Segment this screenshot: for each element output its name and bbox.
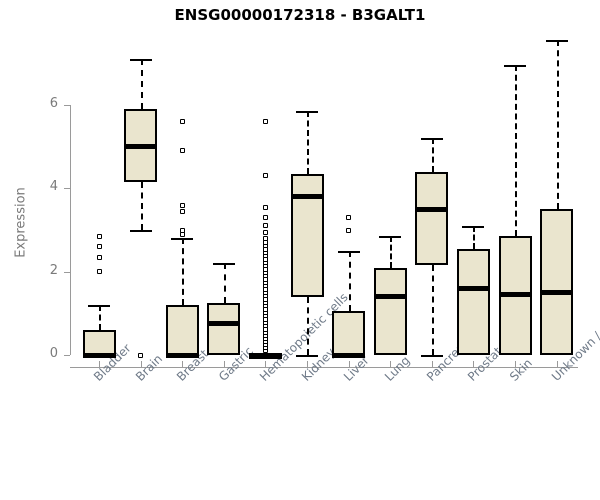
x-tick xyxy=(182,361,184,367)
box-iqr xyxy=(165,305,199,355)
whisker-upper xyxy=(431,138,434,172)
outlier-point xyxy=(262,204,268,210)
median-line xyxy=(540,290,574,295)
y-tick xyxy=(64,355,70,356)
outlier-point xyxy=(346,215,352,220)
outlier-point xyxy=(179,208,185,214)
outlier-point xyxy=(96,269,102,275)
y-tick-label: 2 xyxy=(49,262,58,278)
box-iqr xyxy=(373,267,407,355)
whisker-cap-upper xyxy=(88,305,110,307)
whisker-upper xyxy=(348,250,351,312)
whisker-upper xyxy=(390,236,393,268)
median-line xyxy=(165,352,199,358)
whisker-upper xyxy=(307,111,309,174)
outlier-point xyxy=(346,227,352,233)
median-line xyxy=(456,285,490,291)
whisker-cap-upper xyxy=(379,236,402,239)
y-tick-label: 4 xyxy=(49,179,58,195)
y-axis-line xyxy=(70,105,71,355)
whisker-cap-upper xyxy=(296,111,318,114)
whisker-cap-upper xyxy=(545,40,568,43)
whisker-cap-lower xyxy=(420,355,443,357)
whisker-upper xyxy=(140,59,143,110)
box-iqr xyxy=(456,248,490,355)
whisker-upper xyxy=(473,225,476,249)
whisker-cap-upper xyxy=(504,65,526,68)
whisker-cap-upper xyxy=(462,225,485,228)
outlier-point xyxy=(179,202,185,208)
box-iqr xyxy=(290,173,324,297)
whisker-cap-upper xyxy=(337,250,360,253)
x-tick xyxy=(223,361,225,367)
y-tick xyxy=(64,271,70,273)
x-tick xyxy=(390,361,392,367)
x-tick xyxy=(99,361,100,367)
box-iqr xyxy=(82,330,116,355)
median-line xyxy=(332,352,366,358)
median-line xyxy=(207,321,241,327)
x-tick xyxy=(473,361,475,367)
x-tick xyxy=(515,361,516,367)
outlier-point xyxy=(179,227,185,233)
x-tick-label: Liver xyxy=(340,353,372,384)
y-axis-title: Expression xyxy=(13,187,29,258)
box-iqr xyxy=(207,302,241,355)
x-tick xyxy=(431,361,433,367)
y-tick-label: 6 xyxy=(49,96,58,111)
whisker-lower xyxy=(307,296,309,355)
outlier-point xyxy=(262,173,268,179)
outlier-point xyxy=(262,223,268,229)
whisker-cap-lower xyxy=(296,355,318,357)
whisker-lower xyxy=(431,265,434,355)
x-tick xyxy=(307,361,308,367)
x-axis-line xyxy=(70,367,578,368)
median-line xyxy=(248,352,282,358)
outlier-point xyxy=(179,148,185,154)
median-line xyxy=(290,194,324,200)
x-tick-label: Lung xyxy=(382,353,413,384)
page-title: ENSG00000172318 - B3GALT1 xyxy=(174,6,426,24)
x-tick xyxy=(265,361,267,367)
y-tick xyxy=(64,105,70,106)
median-line xyxy=(373,294,407,300)
whisker-cap-upper xyxy=(212,263,235,266)
median-line xyxy=(124,144,158,150)
whisker-cap-upper xyxy=(129,59,152,62)
outlier-point xyxy=(179,119,185,125)
whisker-lower xyxy=(140,182,143,230)
box-iqr xyxy=(415,171,449,266)
median-line xyxy=(82,352,116,358)
whisker-cap-upper xyxy=(171,238,194,241)
median-line xyxy=(415,206,449,212)
outlier-point xyxy=(138,352,144,358)
whisker-cap-upper xyxy=(420,138,443,141)
whisker-cap-lower xyxy=(129,230,152,232)
whisker-upper xyxy=(556,40,559,210)
outlier-point xyxy=(262,229,268,235)
outlier-point xyxy=(96,254,102,260)
median-line xyxy=(498,292,532,298)
outlier-point xyxy=(262,119,268,125)
outlier-point xyxy=(96,244,102,250)
box-iqr xyxy=(540,209,574,355)
x-tick-label: Skin xyxy=(507,355,535,384)
outlier-point xyxy=(96,233,102,239)
x-tick xyxy=(556,361,558,367)
outlier-point xyxy=(262,215,268,220)
outlier-point xyxy=(262,235,268,241)
whisker-upper xyxy=(99,305,101,330)
whisker-upper xyxy=(515,65,517,237)
whisker-upper xyxy=(223,263,226,303)
y-tick-label: 0 xyxy=(49,346,58,361)
x-tick xyxy=(140,361,142,367)
whisker-upper xyxy=(182,238,185,305)
y-tick xyxy=(64,188,70,190)
x-tick xyxy=(348,361,350,367)
box-iqr xyxy=(332,311,366,355)
